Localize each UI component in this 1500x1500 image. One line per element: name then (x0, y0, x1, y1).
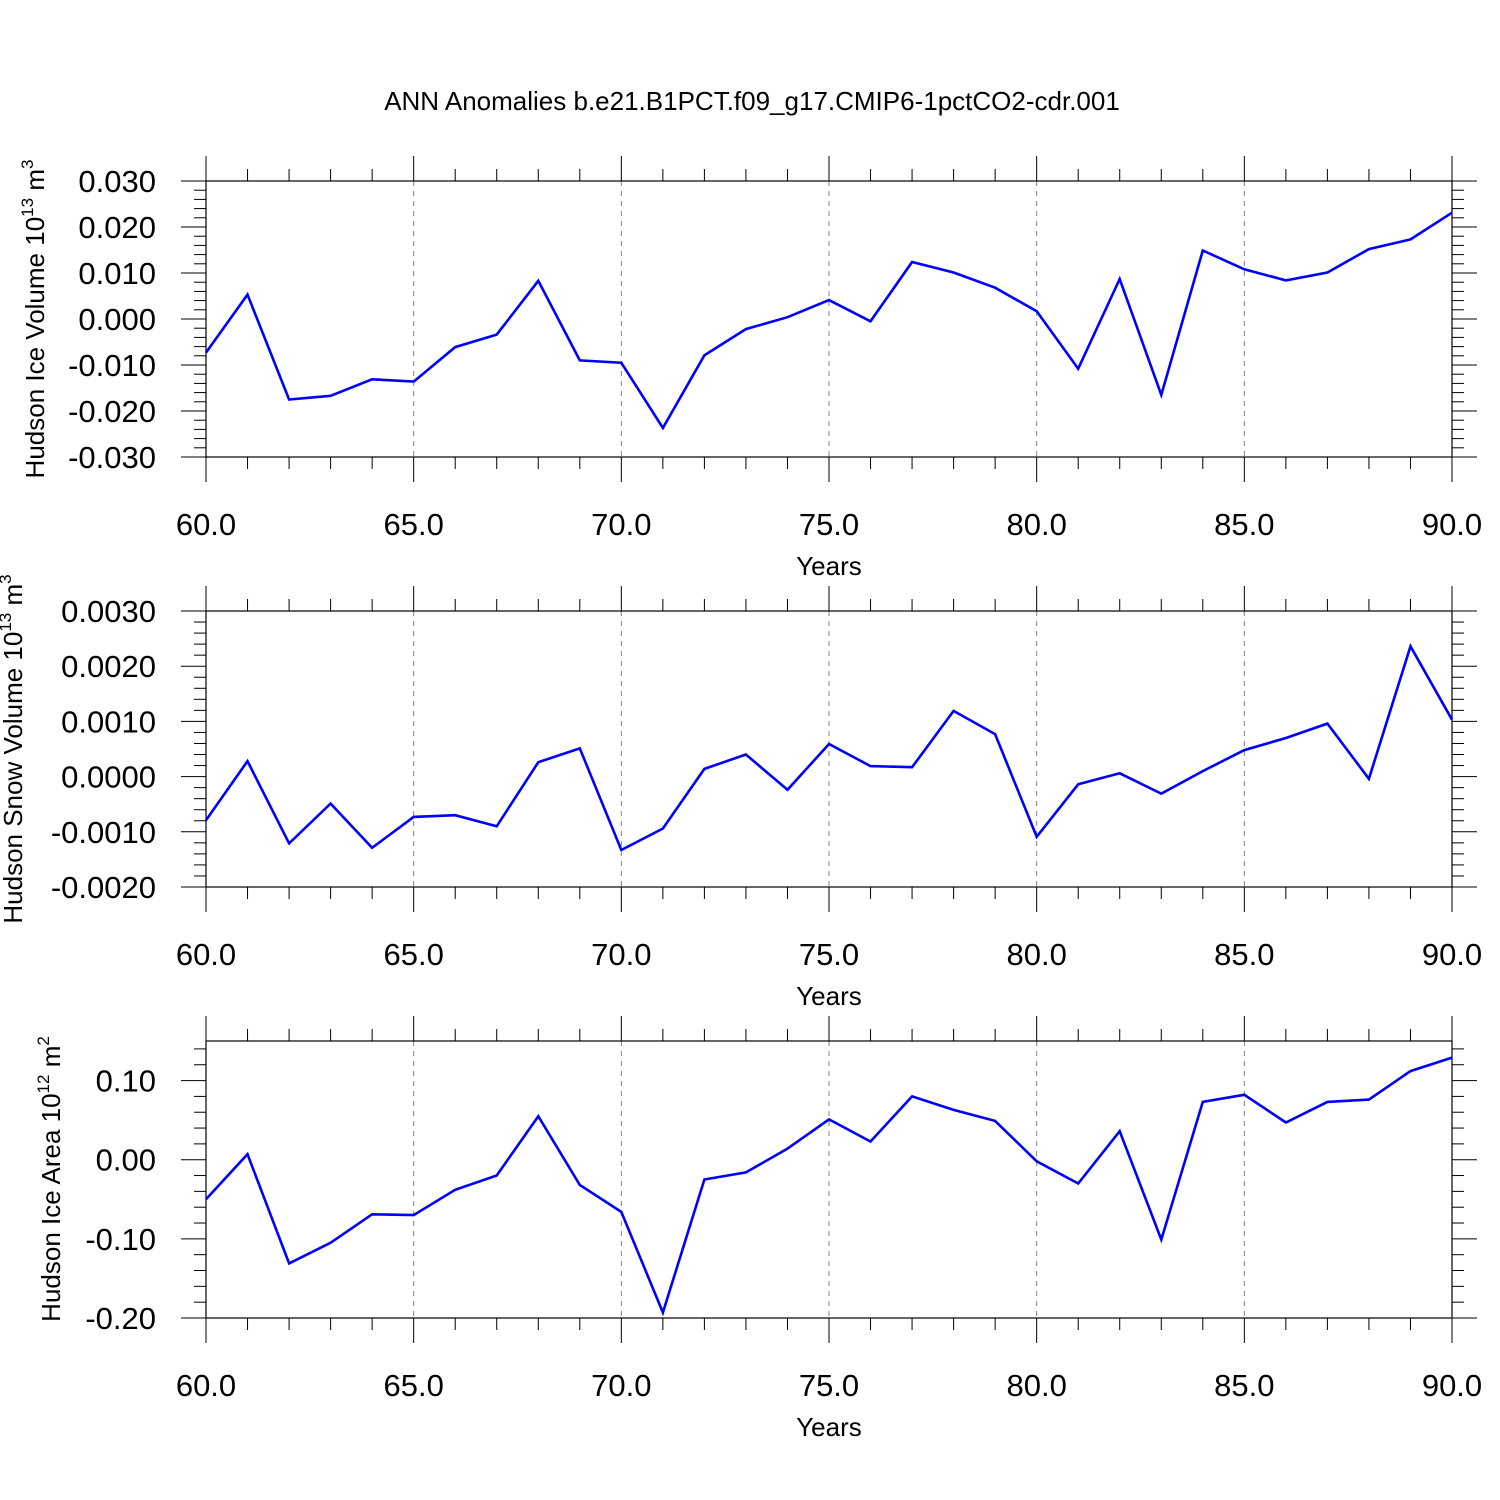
y-axis-label-unit: m (20, 169, 50, 198)
x-tick-label: 60.0 (176, 507, 236, 542)
x-tick-label: 70.0 (591, 1368, 651, 1403)
y-tick-label: 0.000 (78, 302, 156, 337)
y-axis-label-text: Hudson Snow Volume 10 (0, 632, 28, 924)
y-axis-label: Hudson Ice Volume 1013 m3 (18, 160, 50, 479)
series-line (204, 211, 1453, 431)
y-tick-label: -0.010 (68, 348, 156, 383)
x-tick-label: 90.0 (1422, 937, 1482, 972)
y-axis-label-unit: m (0, 584, 28, 613)
y-axis-label-unit: m (36, 1046, 66, 1075)
y-axis-label-unit-exponent: 2 (34, 1036, 53, 1045)
x-tick-label: 75.0 (799, 1368, 859, 1403)
y-tick-label: 0.010 (78, 256, 156, 291)
panel-1: 60.0 65.0 70.0 75.0 80.0 85.0 90.0 -0.030 -0.020… (18, 156, 1482, 581)
x-tick-label: 80.0 (1006, 937, 1066, 972)
y-tick-label: -0.0010 (51, 815, 156, 850)
series-line (205, 1056, 1453, 1317)
x-tick-label: 75.0 (799, 937, 859, 972)
x-tick-label: 75.0 (799, 507, 859, 542)
series-line (204, 643, 1454, 852)
x-tick-label: 85.0 (1214, 937, 1274, 972)
x-tick-label: 80.0 (1006, 507, 1066, 542)
x-axis-label: Years (796, 981, 862, 1011)
x-tick-label: 85.0 (1214, 1368, 1274, 1403)
panel-2: 60.0 65.0 70.0 75.0 80.0 85.0 90.0 -0.0020 -0.00… (0, 574, 1482, 1011)
x-tick-label: 90.0 (1422, 1368, 1482, 1403)
y-axis-label-exponent: 13 (0, 613, 15, 632)
y-tick-label: 0.10 (96, 1064, 156, 1099)
y-tick-label: 0.0030 (61, 594, 156, 629)
x-tick-label: 60.0 (176, 1368, 236, 1403)
x-tick-label: 65.0 (383, 937, 443, 972)
y-axis-label-text: Hudson Ice Volume 10 (20, 217, 50, 479)
x-tick-label: 70.0 (591, 937, 651, 972)
y-tick-label: 0.030 (78, 164, 156, 199)
x-tick-label: 65.0 (383, 507, 443, 542)
figure-title: ANN Anomalies b.e21.B1PCT.f09_g17.CMIP6-… (384, 86, 1120, 116)
x-tick-label: 60.0 (176, 937, 236, 972)
y-tick-label: 0.00 (96, 1143, 156, 1178)
y-axis-label-unit-exponent: 3 (0, 574, 15, 583)
y-tick-label: -0.020 (68, 394, 156, 429)
x-tick-label: 80.0 (1006, 1368, 1066, 1403)
x-axis-label: Years (796, 551, 862, 581)
y-tick-label: 0.0000 (61, 760, 156, 795)
y-tick-label: -0.030 (68, 440, 156, 475)
x-tick-label: 90.0 (1422, 507, 1482, 542)
x-tick-label: 65.0 (383, 1368, 443, 1403)
y-tick-label: -0.10 (85, 1222, 156, 1257)
panel-3: 60.0 65.0 70.0 75.0 80.0 85.0 90.0 -0.20 -0.10 0.… (34, 1016, 1482, 1442)
y-tick-label: 0.0020 (61, 649, 156, 684)
y-tick-label: -0.20 (85, 1301, 156, 1336)
y-axis-label: Hudson Ice Area 1012 m2 (34, 1036, 66, 1322)
y-tick-label: 0.020 (78, 210, 156, 245)
y-axis-label: Hudson Snow Volume 1013 m3 (0, 574, 28, 923)
y-tick-label: -0.0020 (51, 870, 156, 905)
y-axis-label-exponent: 13 (18, 198, 37, 217)
y-axis-label-text: Hudson Ice Area 10 (36, 1093, 66, 1321)
y-axis-label-exponent: 12 (34, 1075, 53, 1094)
x-tick-label: 85.0 (1214, 507, 1274, 542)
x-axis-label: Years (796, 1412, 862, 1442)
y-axis-label-unit-exponent: 3 (18, 160, 37, 169)
x-tick-label: 70.0 (591, 507, 651, 542)
y-tick-label: 0.0010 (61, 704, 156, 739)
